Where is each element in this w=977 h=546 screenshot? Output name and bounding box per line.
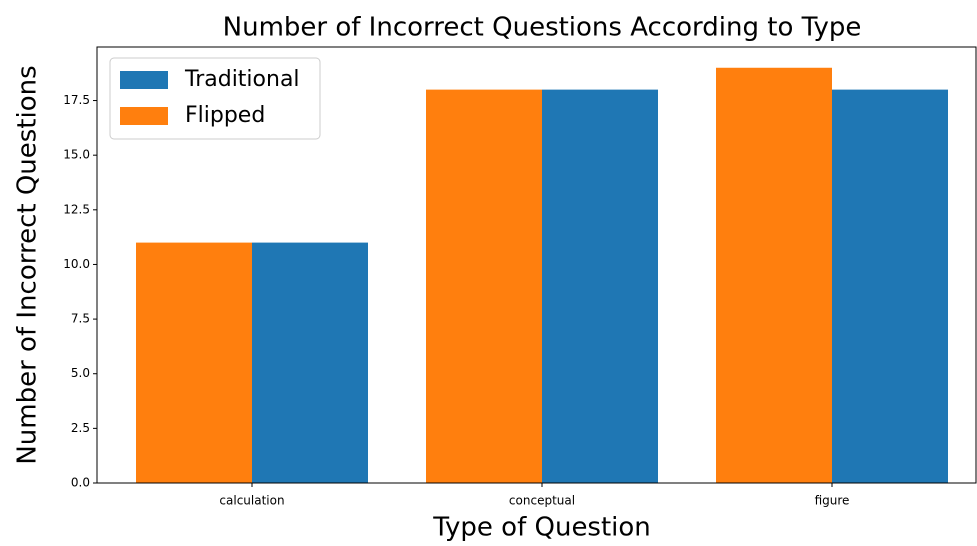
bar	[542, 89, 658, 483]
axes-frame	[96, 46, 977, 484]
bar	[832, 89, 948, 483]
y-tick-label: 12.5	[63, 202, 90, 216]
y-tick-label: 2.5	[71, 421, 90, 435]
y-tick-label: 15.0	[63, 148, 90, 162]
y-tick-label: 0.0	[71, 476, 90, 490]
y-tick-label: 10.0	[63, 257, 90, 271]
x-tick-label: figure	[815, 494, 850, 508]
x-tick-label: conceptual	[509, 494, 575, 508]
bar	[136, 242, 252, 483]
y-tick-label: 5.0	[71, 366, 90, 380]
y-axis-label: Number of Incorrect Questions	[13, 65, 43, 464]
bar	[252, 242, 368, 483]
legend-swatch	[120, 71, 168, 89]
y-tick-label: 17.5	[63, 93, 90, 107]
bar	[426, 89, 542, 483]
chart-title: Number of Incorrect Questions According …	[223, 13, 862, 43]
y-tick-label: 7.5	[71, 312, 90, 326]
legend-swatch	[120, 107, 168, 125]
legend: Traditional Flipped	[109, 57, 321, 140]
legend-label: Flipped	[185, 103, 265, 128]
bar	[716, 67, 832, 483]
x-tick-label: calculation	[219, 494, 284, 508]
legend-label: Traditional	[184, 67, 300, 92]
x-axis-label: Type of Question	[432, 513, 651, 543]
